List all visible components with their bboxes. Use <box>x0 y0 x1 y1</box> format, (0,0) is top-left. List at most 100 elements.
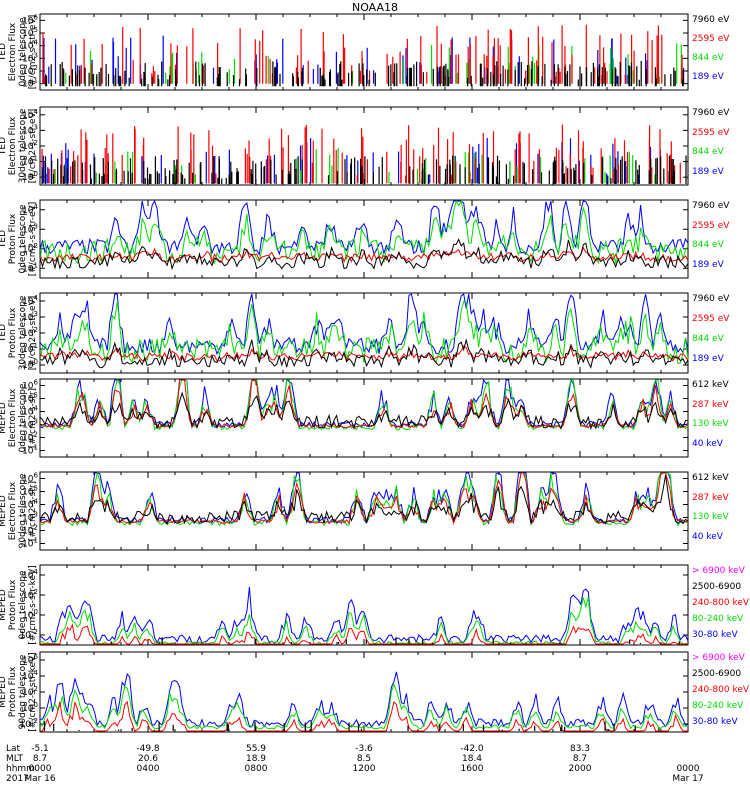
footer-mlt: 8.7 <box>572 754 588 764</box>
ylabel-line: [#/cm2-s-str-keV] <box>28 652 38 732</box>
footer-label: MLT <box>6 754 24 764</box>
y-tick-label: 104 <box>22 498 38 511</box>
ylabel-line: TED <box>0 42 8 62</box>
y-tick-label: 104 <box>22 203 38 216</box>
footer-hhmm: 1600 <box>460 764 484 774</box>
y-tick-label: 103 <box>22 310 38 323</box>
panel-ylabel: TED Electron Flux 0deg telescope [#/cm2-s-s… <box>0 14 38 90</box>
y-tick-label: 101 <box>22 155 38 168</box>
y-tick-label: 101 <box>22 342 38 355</box>
y-tick-label: 100 <box>22 358 38 371</box>
legend-entry: 2595 eV <box>692 127 730 138</box>
panel-ylabel: TED Proton Flux 0deg telescope [#/cm2-s-str… <box>0 200 38 278</box>
legend-entry: 40 keV <box>692 531 723 542</box>
y-tick-label: 10-2 <box>20 717 38 730</box>
ylabel-line: TED <box>0 323 8 343</box>
ylabel-line: [#/cm2-s-str] <box>28 480 38 542</box>
legend-entry: 2595 eV <box>692 220 730 231</box>
ylabel-line: MEPED <box>0 495 8 527</box>
footer-hhmm: 1200 <box>352 764 376 774</box>
trace-2500-6900 <box>43 721 665 731</box>
legend-entry: 2500-6900 <box>692 582 742 592</box>
y-tick-label: 105 <box>22 485 38 498</box>
trace-80-240kev <box>39 597 689 645</box>
y-tick-label: 102 <box>22 588 38 601</box>
y-tick-label: 102 <box>22 242 38 255</box>
ylabel-line: [#/cm2-s-str-eV] <box>28 14 38 90</box>
trace-189ev <box>39 199 689 257</box>
ylabel-line: MEPED <box>0 676 8 708</box>
footer-lat: 83.3 <box>569 744 591 754</box>
y-tick-label: 103 <box>22 51 38 64</box>
y-tick-label: 105 <box>22 392 38 405</box>
footer-hhmm: 0800 <box>244 764 268 774</box>
legend-entry: 30-80 keV <box>692 630 738 640</box>
legend-entry: 287 keV <box>692 399 729 410</box>
legend-entry: 7960 eV <box>692 15 730 25</box>
ylabel-line: 0deg telescope <box>18 204 28 274</box>
legend-entry: 240-800 keV <box>692 685 750 695</box>
y-tick-label: 102 <box>22 685 38 698</box>
trace-7960ev <box>41 155 687 184</box>
y-tick-label: 102 <box>22 326 38 339</box>
footer-label: Lat <box>6 744 21 754</box>
legend-entry: 844 eV <box>692 240 724 250</box>
y-tick-label: 10-2 <box>20 628 38 641</box>
y-tick-label: 105 <box>22 26 38 39</box>
trace-240-800kev <box>40 623 688 645</box>
ylabel-line: Electron Flux <box>8 22 18 82</box>
ylabel-line: [#/cm2-s-str] <box>28 387 38 449</box>
footer-mlt: 8.7 <box>32 754 48 764</box>
y-tick-label: 104 <box>22 568 38 581</box>
ylabel-line: TED <box>0 229 8 249</box>
y-tick-label: 104 <box>22 669 38 682</box>
ylabel-line: Electron Flux <box>8 116 18 176</box>
panel-ylabel: MEPED Proton Flux 0deg telescope [#/cm2-s-s… <box>0 565 38 645</box>
legend-entry: 287 keV <box>692 492 729 503</box>
y-tick-label: 102 <box>22 431 38 444</box>
trace-844ev <box>39 199 689 266</box>
y-tick-label: 106 <box>22 653 38 666</box>
legend-entry: 189 eV <box>692 166 724 177</box>
legend-entry: 7960 eV <box>692 294 730 304</box>
y-tick-label: 100 <box>22 170 38 183</box>
trace-7960ev <box>39 238 689 271</box>
legend-entry: 40 keV <box>692 438 723 449</box>
y-tick-label: 103 <box>22 123 38 136</box>
legend-entry: 189 eV <box>692 72 724 82</box>
footer-mlt: 18.4 <box>461 754 483 764</box>
ylabel-line: Electron Flux <box>8 388 18 448</box>
ylabel-line: 90deg telescope <box>18 473 28 549</box>
trace-130kev <box>39 471 689 527</box>
legend-entry: 7960 eV <box>692 201 730 211</box>
footer-hhmm: 0000 <box>676 764 700 774</box>
y-tick-label: 100 <box>22 608 38 621</box>
ylabel-line: Proton Flux <box>8 213 18 265</box>
ylabel-line: 90deg telescope <box>18 654 28 730</box>
legend-entry: 130 keV <box>692 419 729 429</box>
y-tick-label: 103 <box>22 511 38 524</box>
trace-2500-6900 <box>110 637 680 644</box>
legend-entry: 240-800 keV <box>692 598 750 608</box>
trace-40kev <box>39 378 689 430</box>
footer-hhmm: 2000 <box>568 764 592 774</box>
ylabel-line: 0deg telescope <box>18 383 28 453</box>
legend-entry: 189 eV <box>692 259 724 270</box>
y-tick-label: 101 <box>22 444 38 457</box>
y-tick-label: 106 <box>22 379 38 392</box>
trace-240-800kev <box>40 700 688 733</box>
legend-entry: 7960 eV <box>692 108 730 118</box>
legend-entry: 2500-6900 <box>692 669 742 679</box>
chart-title: NOAA18 <box>351 1 399 14</box>
footer-date: Mar 17 <box>672 774 704 784</box>
y-tick-label: 104 <box>22 108 38 121</box>
footer-hhmm: 0400 <box>136 764 160 774</box>
panel-ylabel: MEPED Electron Flux 0deg telescope [#/cm2-s… <box>0 379 38 457</box>
y-tick-label: 102 <box>22 139 38 152</box>
ylabel-line: 0deg telescope <box>18 570 28 640</box>
y-tick-label: 101 <box>22 261 38 274</box>
ylabel-line: 0deg telescope <box>18 17 28 87</box>
y-tick-label: 106 <box>22 472 38 485</box>
